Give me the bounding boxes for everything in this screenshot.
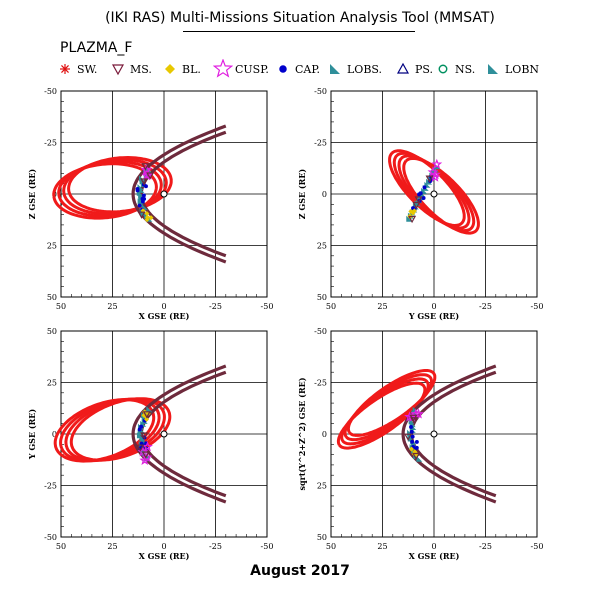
y-tick-label: 25 <box>47 379 57 388</box>
earth-icon <box>430 190 438 198</box>
x-tick-label: 50 <box>326 302 336 311</box>
mission-label: PLAZMA_F <box>60 40 133 56</box>
triangle-corner-icon <box>488 64 498 74</box>
legend-item-ns: NS. <box>433 58 475 80</box>
x-tick-label: 25 <box>377 302 387 311</box>
legend-label: MS. <box>130 62 152 76</box>
panel-xy: 50 25 0 -25 -50 -50 -25 0 25 50 X GSE (RE) Y GSE (R… <box>27 327 273 561</box>
legend-item-lobs: LOBS. <box>325 58 382 80</box>
footer-date: August 2017 <box>250 563 350 579</box>
panel-x-sqrt-y2-z2-: 50 25 0 -25 -50 -50 -25 0 25 50 X GSE (RE) sqrt(Y^2… <box>297 327 543 561</box>
x-tick-label: 0 <box>161 542 166 551</box>
asterisk-icon <box>60 64 70 74</box>
y-axis-label: Y GSE (RE) <box>27 409 37 461</box>
legend-item-sw: SW. <box>55 58 97 80</box>
y-axis-label: Z GSE (RE) <box>27 169 37 220</box>
x-axis-label: X GSE (RE) <box>139 311 190 321</box>
y-tick-label: 50 <box>47 293 57 302</box>
earth-icon <box>430 430 438 438</box>
x-tick-label: 0 <box>431 302 436 311</box>
y-tick-label: -50 <box>314 327 327 336</box>
y-tick-label: 0 <box>322 430 327 439</box>
legend-item-lobn: LOBN <box>483 58 539 80</box>
orbit-track <box>52 162 158 220</box>
diamond-icon <box>165 64 175 74</box>
circle-icon <box>438 64 448 74</box>
legend-item-cusp: CUSP. <box>213 58 269 80</box>
title-underline <box>183 31 415 32</box>
triangle-up-icon <box>396 62 410 74</box>
page-title: (IKI RAS) Multi-Missions Situation Analy… <box>105 10 495 26</box>
x-tick-label: 50 <box>56 302 66 311</box>
legend-label: SW. <box>77 62 98 76</box>
x-tick-label: 50 <box>326 542 336 551</box>
y-axis-label: Z GSE (RE) <box>297 169 307 220</box>
legend-item-bl: BL. <box>160 58 201 80</box>
region-markers <box>135 163 155 223</box>
x-tick-label: -25 <box>209 542 222 551</box>
x-tick-label: -25 <box>479 302 492 311</box>
panel-yz: 50 25 0 -25 -50 -50 -25 0 25 50 Y GSE (RE) Z GSE (R… <box>297 87 543 321</box>
x-tick-label: 25 <box>377 542 387 551</box>
y-tick-label: 0 <box>52 430 57 439</box>
y-tick-label: 25 <box>317 242 327 251</box>
legend-item-cap: CAP. <box>273 58 320 80</box>
legend-item-ms: MS. <box>108 58 152 80</box>
earth-icon <box>160 190 168 198</box>
orbit-track <box>336 381 427 450</box>
legend-label: LOBS. <box>347 62 383 76</box>
x-tick-label: 25 <box>107 542 117 551</box>
y-tick-label: 25 <box>317 482 327 491</box>
legend-label: NS. <box>455 62 476 76</box>
y-axis-label: sqrt(Y^2+Z^2) GSE (RE) <box>297 377 307 490</box>
y-tick-label: -25 <box>44 482 57 491</box>
legend-label: BL. <box>182 62 201 76</box>
legend-label: LOBN <box>505 62 540 76</box>
region-markers <box>404 406 424 462</box>
x-tick-label: -25 <box>479 542 492 551</box>
star-icon <box>213 59 233 78</box>
y-tick-label: -25 <box>314 379 327 388</box>
legend-item-ps: PS. <box>393 58 433 80</box>
x-tick-label: 50 <box>56 542 66 551</box>
triangle-corner-icon <box>330 64 340 74</box>
x-axis-label: X GSE (RE) <box>139 551 190 561</box>
y-tick-label: 50 <box>47 327 57 336</box>
y-tick-label: -50 <box>44 87 57 96</box>
x-tick-label: 0 <box>431 542 436 551</box>
region-markers <box>406 158 443 224</box>
x-tick-label: -25 <box>209 302 222 311</box>
bow-shock <box>131 124 227 264</box>
triangle-down-icon <box>111 64 125 76</box>
earth-icon <box>160 430 168 438</box>
bow-shock <box>401 364 497 504</box>
legend: SW. MS. BL. CUSP. CAP. LOBS. PS. NS. LOBN <box>0 58 600 80</box>
bow-shock <box>131 364 227 504</box>
x-axis-label: X GSE (RE) <box>409 551 460 561</box>
y-tick-label: -25 <box>44 139 57 148</box>
legend-label: PS. <box>415 62 434 76</box>
legend-label: CAP. <box>295 62 321 76</box>
magnetopause <box>139 130 227 258</box>
y-tick-label: -25 <box>314 139 327 148</box>
x-axis-label: Y GSE (RE) <box>408 311 460 321</box>
y-tick-label: -50 <box>314 87 327 96</box>
region-markers <box>136 406 153 465</box>
x-tick-label: 0 <box>161 302 166 311</box>
y-tick-label: 50 <box>317 533 327 542</box>
y-tick-label: -50 <box>44 533 57 542</box>
legend-label: CUSP. <box>235 62 269 76</box>
y-tick-label: 0 <box>322 190 327 199</box>
orbit-track <box>388 149 466 228</box>
x-tick-label: -50 <box>261 302 274 311</box>
filled-circle-icon <box>279 65 287 73</box>
x-tick-label: -50 <box>531 542 544 551</box>
y-tick-label: 50 <box>317 293 327 302</box>
y-tick-label: 25 <box>47 242 57 251</box>
x-tick-label: -50 <box>531 302 544 311</box>
x-tick-label: -50 <box>261 542 274 551</box>
x-tick-label: 25 <box>107 302 117 311</box>
